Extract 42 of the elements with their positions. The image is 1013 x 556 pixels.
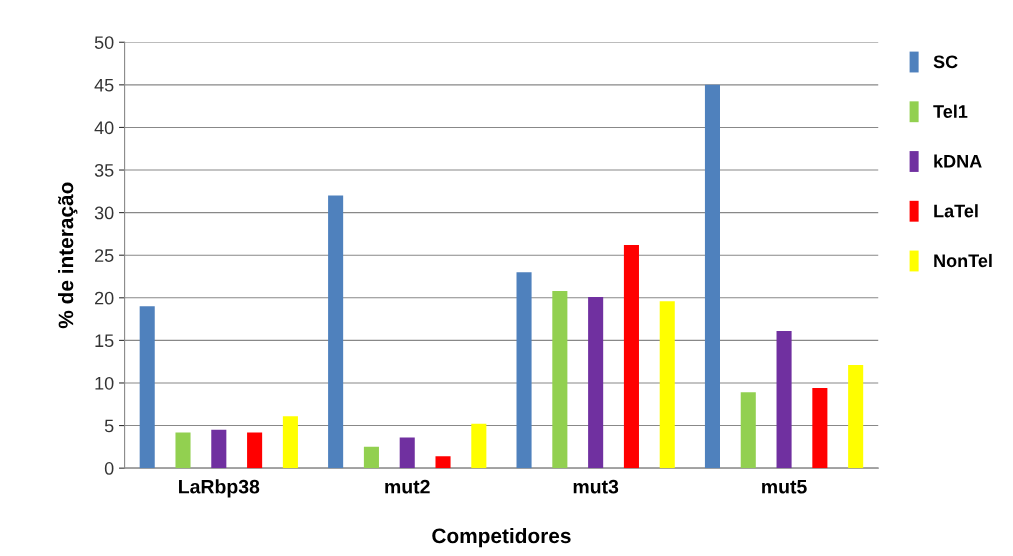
bar bbox=[848, 365, 864, 469]
legend-label: NonTel bbox=[934, 253, 992, 268]
bar bbox=[812, 388, 828, 469]
bar bbox=[435, 456, 451, 469]
y-axis-title: % de interação bbox=[58, 182, 78, 329]
y-tick-label: 15 bbox=[95, 334, 114, 348]
legend-label: kDNA bbox=[934, 154, 982, 168]
x-tick-label: mut3 bbox=[573, 479, 619, 494]
bar bbox=[211, 429, 227, 469]
bar bbox=[282, 416, 298, 469]
bar bbox=[552, 290, 568, 469]
legend-label: SC bbox=[933, 55, 958, 69]
x-tick-label: mut2 bbox=[385, 479, 430, 494]
y-tick-label: 0 bbox=[104, 462, 114, 475]
legend-label: Tel1 bbox=[933, 104, 968, 118]
bar bbox=[399, 437, 415, 469]
y-tick-label: 50 bbox=[94, 36, 114, 49]
x-tick-label: LaRbp38 bbox=[179, 479, 260, 498]
bar bbox=[659, 301, 675, 469]
legend-label: LaTel bbox=[934, 204, 978, 218]
bar bbox=[328, 195, 344, 469]
y-tick-label: 25 bbox=[95, 249, 114, 262]
bar bbox=[471, 423, 487, 469]
y-tick-label: 5 bbox=[104, 419, 114, 433]
y-tick-label: 30 bbox=[94, 206, 114, 220]
bar bbox=[704, 84, 720, 469]
bar bbox=[363, 446, 379, 469]
y-tick-label: 35 bbox=[94, 163, 114, 177]
bar bbox=[139, 306, 155, 469]
y-tick-label: 20 bbox=[95, 291, 114, 305]
y-tick-label: 10 bbox=[95, 376, 114, 390]
bar bbox=[516, 272, 532, 469]
bar bbox=[588, 296, 604, 469]
bar bbox=[623, 244, 639, 469]
x-axis-title: Competidores bbox=[432, 527, 571, 548]
bar bbox=[776, 331, 792, 469]
bar bbox=[740, 392, 756, 469]
bar bbox=[247, 432, 263, 469]
bar bbox=[175, 432, 191, 469]
y-tick-label: 40 bbox=[94, 121, 114, 135]
y-tick-label: 45 bbox=[94, 78, 114, 92]
x-tick-label: mut5 bbox=[762, 479, 807, 494]
